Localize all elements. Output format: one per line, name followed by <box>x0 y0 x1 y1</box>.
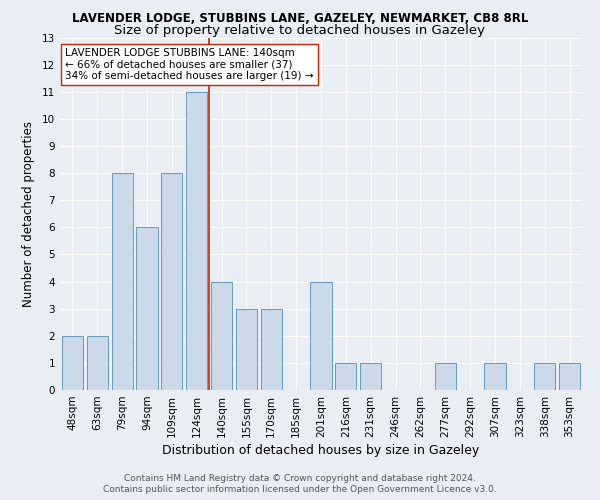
Bar <box>161 173 182 390</box>
Bar <box>136 228 158 390</box>
X-axis label: Distribution of detached houses by size in Gazeley: Distribution of detached houses by size … <box>163 444 479 457</box>
Y-axis label: Number of detached properties: Number of detached properties <box>22 120 35 306</box>
Text: Contains HM Land Registry data © Crown copyright and database right 2024.
Contai: Contains HM Land Registry data © Crown c… <box>103 474 497 494</box>
Bar <box>261 308 282 390</box>
Bar <box>335 363 356 390</box>
Bar <box>534 363 555 390</box>
Bar <box>87 336 108 390</box>
Bar <box>435 363 456 390</box>
Bar <box>112 173 133 390</box>
Text: Size of property relative to detached houses in Gazeley: Size of property relative to detached ho… <box>115 24 485 37</box>
Text: LAVENDER LODGE STUBBINS LANE: 140sqm
← 66% of detached houses are smaller (37)
3: LAVENDER LODGE STUBBINS LANE: 140sqm ← 6… <box>65 48 314 82</box>
Text: LAVENDER LODGE, STUBBINS LANE, GAZELEY, NEWMARKET, CB8 8RL: LAVENDER LODGE, STUBBINS LANE, GAZELEY, … <box>72 12 528 24</box>
Bar <box>484 363 506 390</box>
Bar <box>310 282 332 390</box>
Bar <box>236 308 257 390</box>
Bar <box>186 92 207 390</box>
Bar <box>360 363 381 390</box>
Bar <box>211 282 232 390</box>
Bar <box>62 336 83 390</box>
Bar <box>559 363 580 390</box>
